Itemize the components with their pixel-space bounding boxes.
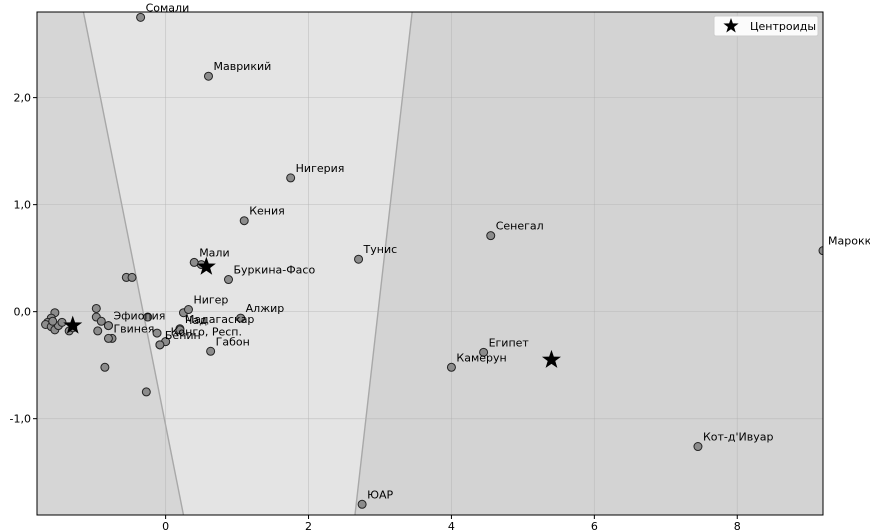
region-cluster-3 [354,12,823,515]
point-label: Мадагаскар [185,313,255,326]
point-label: Алжир [246,302,285,315]
x-tick-label: 6 [591,520,598,531]
data-point [96,316,106,326]
point-label: ЮАР [367,488,393,501]
y-tick-label: 1,0 [14,199,32,212]
point-label: Египет [489,336,530,349]
boundary-line [354,12,413,515]
data-point [357,499,367,509]
data-point [693,442,703,452]
data-point [155,340,165,350]
legend-star-icon [723,18,739,33]
data-point [91,303,101,313]
data-point [239,216,249,226]
data-point [127,272,137,282]
data-point [136,12,146,22]
legend-label: Центроиды [750,20,816,33]
point-label: Марокко [828,235,870,248]
data-point [479,347,489,357]
legend-box [713,15,819,37]
point-label: Эфиопия [113,310,165,323]
data-point [103,321,113,331]
data-point [286,173,296,183]
plot-area: Сомали Маврикий Нигерия Кения Мали Буркина-Фа… [36,1,870,516]
data-point [446,362,456,372]
data-point [103,333,113,343]
y-tick-label: 0,0 [14,306,32,319]
data-point [183,305,193,315]
point-label: Гвинея [113,322,154,335]
plot-frame [36,11,824,516]
data-point [354,254,364,264]
x-tick-label: 0 [162,520,169,531]
point-label: Габон [216,335,250,348]
data-point [818,246,823,256]
axes: 0 2 4 6 8 -1,0 0,0 1,0 2,0 [10,92,741,531]
data-point [152,328,162,338]
data-point [100,362,110,372]
data-point [236,313,246,323]
point-label: Бенин [165,329,201,342]
y-tick-label: -1,0 [10,413,31,426]
point-label: Кения [249,205,285,218]
centroid-star [541,349,561,368]
centroid-star [196,256,216,275]
data-point [486,231,496,241]
data-point [141,387,151,397]
point-label: Сомали [146,1,190,14]
data-point [48,316,58,326]
data-point [57,317,67,327]
point-label: Камерун [456,351,506,364]
point-label: Конго, Респ. [171,326,242,339]
point-label: Маврикий [213,60,271,73]
data-point [93,326,103,336]
boundary-line [82,12,185,515]
data-point [203,71,213,81]
data-point [143,312,153,322]
data-point [189,257,199,267]
y-tick-label: 2,0 [14,92,32,105]
x-tick-label: 4 [448,520,455,531]
data-point [223,275,233,285]
data-point [206,346,216,356]
point-label: Кот-д'Ивуар [703,431,774,444]
point-label: Нигер [193,294,228,307]
point-label: Мали [199,246,229,259]
data-point [175,325,185,335]
point-label: Чад [185,314,207,327]
x-tick-label: 2 [305,520,312,531]
point-label: Сенегал [496,220,544,233]
point-label: Нигерия [296,162,345,175]
point-label: Тунис [363,243,398,256]
x-tick-label: 8 [734,520,741,531]
centroid-star [63,315,83,334]
legend: Центроиды [713,15,819,37]
point-label: Буркина-Фасо [233,264,315,277]
